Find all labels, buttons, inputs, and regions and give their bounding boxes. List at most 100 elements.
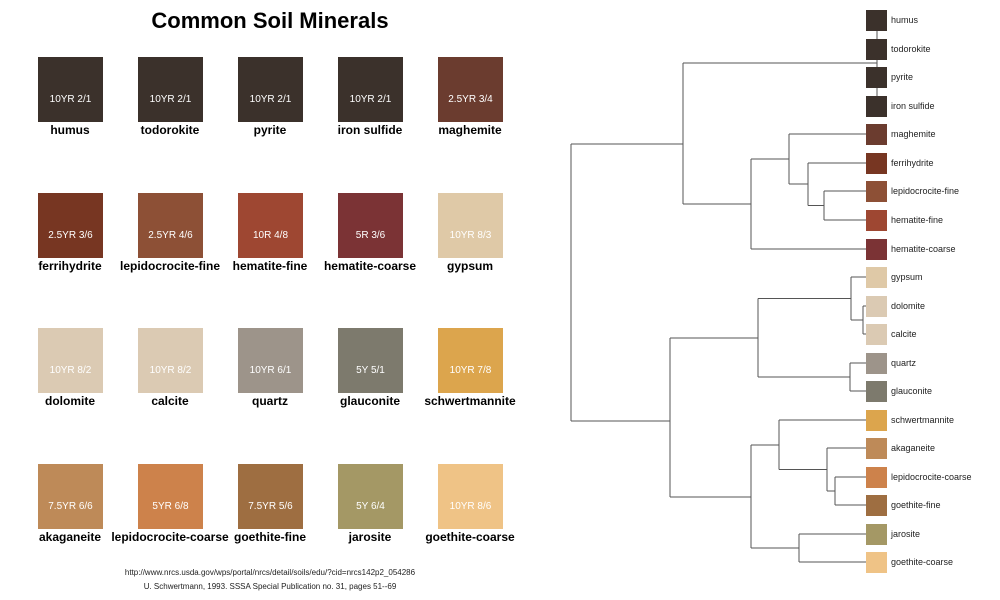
munsell-code: 5Y 5/1 [356,365,385,376]
leaf-label: ferrihydrite [891,158,934,168]
leaf-color-square [866,324,887,345]
munsell-code: 10YR 2/1 [149,94,192,105]
mineral-name: dolomite [45,394,95,408]
leaf-label: goethite-coarse [891,557,954,567]
leaf-label: quartz [891,358,917,368]
leaf-color-square [866,153,887,174]
leaf-label: jarosite [891,529,921,539]
munsell-code: 5Y 6/4 [356,501,385,512]
color-swatch: 10YR 2/1 [38,57,103,122]
leaf-label: hematite-fine [891,215,944,225]
mineral-name: gypsum [446,259,493,273]
leaf-color-square [866,438,887,459]
munsell-code: 2.5YR 3/4 [448,94,493,105]
leaf-color-square [866,467,887,488]
leaf-color-square [866,67,887,88]
color-swatch: 2.5YR 3/6 [38,193,103,258]
leaf-label: calcite [891,329,917,339]
munsell-code: 10YR 2/1 [49,94,92,105]
munsell-code: 2.5YR 3/6 [48,230,93,241]
leaf-label: dolomite [891,301,926,311]
mineral-name: maghemite [438,123,502,137]
munsell-code: 5R 3/6 [355,230,386,241]
leaf-color-square [866,353,887,374]
source-url: http://www.nrcs.usda.gov/wps/portal/nrcs… [124,568,416,577]
color-swatch: 10YR 2/1 [338,57,403,122]
leaf-color-square [866,10,887,31]
color-swatch: 10YR 2/1 [238,57,303,122]
leaf-label: glauconite [891,386,933,396]
munsell-code: 10YR 8/2 [49,365,92,376]
leaf-label: humus [891,15,919,25]
munsell-code: 10YR 6/1 [249,365,292,376]
leaf-label: todorokite [891,44,931,54]
mineral-name: pyrite [253,123,287,137]
leaf-color-square [866,552,887,573]
leaf-label: schwertmannite [891,415,955,425]
munsell-code: 10YR 2/1 [349,94,392,105]
leaf-label: hematite-coarse [891,244,956,254]
color-swatch: 10YR 7/8 [438,328,503,393]
mineral-name: quartz [252,394,288,408]
munsell-code: 10YR 8/2 [149,365,192,376]
color-swatch: 5Y 5/1 [338,328,403,393]
leaf-color-square [866,181,887,202]
chart-title: Common Soil Minerals [151,8,389,33]
leaf-color-square [866,524,887,545]
color-swatch: 5R 3/6 [338,193,403,258]
leaf-color-square [866,39,887,60]
leaf-label: iron sulfide [891,101,935,111]
mineral-name: lepidocrocite-fine [119,259,220,273]
mineral-name: goethite-fine [234,530,306,544]
munsell-code: 10R 4/8 [252,230,289,241]
leaf-color-square [866,210,887,231]
mineral-name: lepidocrocite-coarse [111,530,229,544]
color-swatch: 7.5YR 6/6 [38,464,103,529]
mineral-name: akaganeite [38,530,102,544]
munsell-code: 7.5YR 6/6 [48,501,93,512]
color-swatch: 10YR 8/6 [438,464,503,529]
color-swatch: 10YR 8/2 [138,328,203,393]
leaf-label: lepidocrocite-coarse [891,472,972,482]
leaf-color-square [866,410,887,431]
leaf-color-square [866,381,887,402]
source-citation: U. Schwertmann, 1993. SSSA Special Publi… [143,582,397,591]
munsell-code: 7.5YR 5/6 [248,501,293,512]
mineral-name: hematite-fine [232,259,308,273]
mineral-name: schwertmannite [424,394,516,408]
color-swatch: 2.5YR 3/4 [438,57,503,122]
mineral-name: humus [50,123,90,137]
munsell-code: 10YR 2/1 [249,94,292,105]
color-swatch: 10R 4/8 [238,193,303,258]
color-swatch: 10YR 8/3 [438,193,503,258]
color-swatch: 2.5YR 4/6 [138,193,203,258]
munsell-code: 10YR 7/8 [449,365,492,376]
leaf-color-square [866,495,887,516]
color-swatch: 10YR 2/1 [138,57,203,122]
mineral-name: goethite-coarse [425,530,515,544]
mineral-name: calcite [151,394,189,408]
mineral-name: iron sulfide [337,123,403,137]
leaf-label: akaganeite [891,443,936,453]
mineral-name: ferrihydrite [38,259,102,273]
mineral-name: todorokite [140,123,200,137]
leaf-label: maghemite [891,129,936,139]
color-swatch: 7.5YR 5/6 [238,464,303,529]
color-swatch: 10YR 6/1 [238,328,303,393]
color-swatch: 5Y 6/4 [338,464,403,529]
leaf-color-square [866,296,887,317]
munsell-code: 2.5YR 4/6 [148,230,193,241]
leaf-label: goethite-fine [891,500,941,510]
munsell-code: 10YR 8/3 [449,230,492,241]
color-swatch: 10YR 8/2 [38,328,103,393]
leaf-label: lepidocrocite-fine [891,186,960,196]
mineral-name: hematite-coarse [323,259,417,273]
leaf-label: gypsum [891,272,923,282]
leaf-color-square [866,267,887,288]
mineral-name: jarosite [348,530,392,544]
munsell-code: 10YR 8/6 [449,501,492,512]
munsell-code: 5YR 6/8 [152,501,189,512]
leaf-label: pyrite [891,72,914,82]
